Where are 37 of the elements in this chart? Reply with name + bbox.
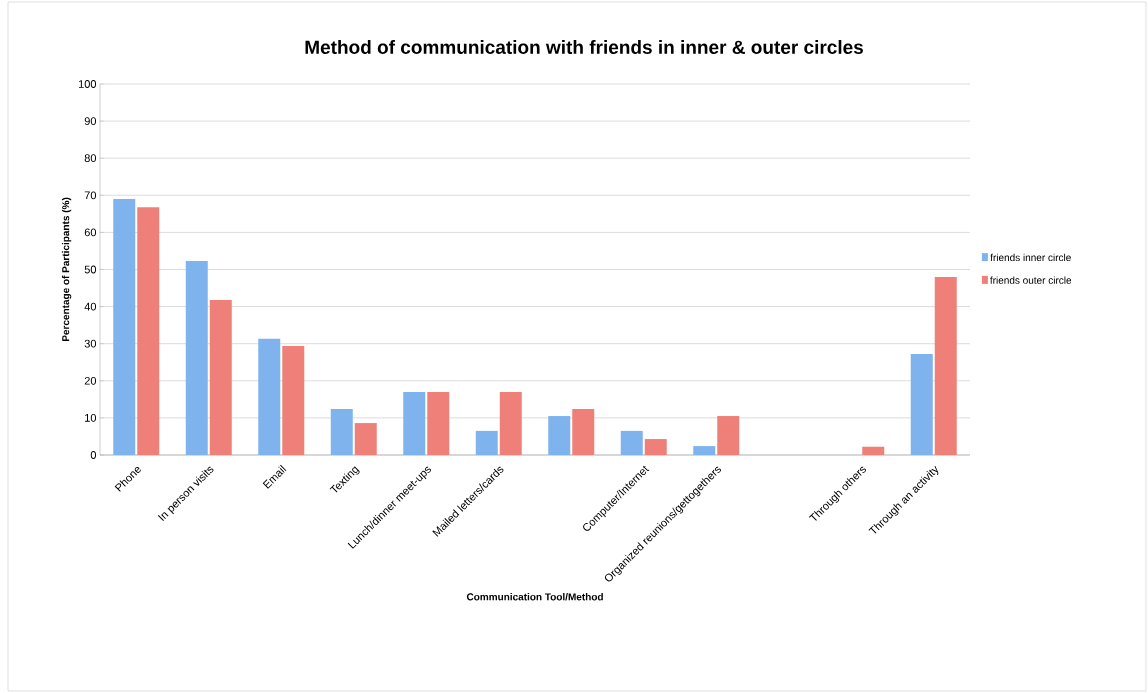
legend-label: friends outer circle (990, 276, 1072, 284)
y-tick-label: 40 (84, 302, 97, 311)
bar (475, 430, 498, 455)
bar (717, 416, 740, 455)
bar (548, 416, 571, 455)
y-tick-label: 20 (84, 376, 97, 385)
bar (185, 260, 208, 455)
legend-label: friends inner circle (990, 253, 1071, 262)
bar (934, 276, 957, 455)
bar (499, 391, 522, 455)
bar (113, 199, 136, 455)
bar (209, 299, 232, 455)
bar (644, 439, 667, 455)
x-axis-title: Communication Tool/Method (466, 593, 603, 601)
bar (693, 446, 716, 455)
y-tick-label: 0 (90, 451, 97, 459)
bar (427, 391, 450, 455)
chart-title: Method of communication with friends in inner & outer circles (305, 40, 863, 54)
y-tick-label: 60 (84, 228, 97, 237)
y-tick-label: 30 (84, 339, 97, 348)
y-tick-label: 10 (85, 414, 97, 422)
y-tick-label: 50 (84, 265, 97, 274)
bar (862, 446, 885, 455)
y-tick-label: 100 (78, 80, 97, 88)
y-tick-label: 90 (84, 117, 97, 125)
bar (137, 207, 160, 455)
y-axis-title: Percentage of Participants (%) (61, 197, 72, 342)
bar (354, 423, 377, 455)
bar (258, 338, 281, 455)
bar (330, 408, 353, 455)
bar (620, 430, 643, 455)
bar (572, 408, 595, 455)
bar (910, 354, 933, 455)
bar (282, 345, 305, 455)
bar (403, 391, 426, 455)
y-tick-label: 80 (84, 154, 97, 163)
y-tick-label: 70 (84, 191, 97, 200)
